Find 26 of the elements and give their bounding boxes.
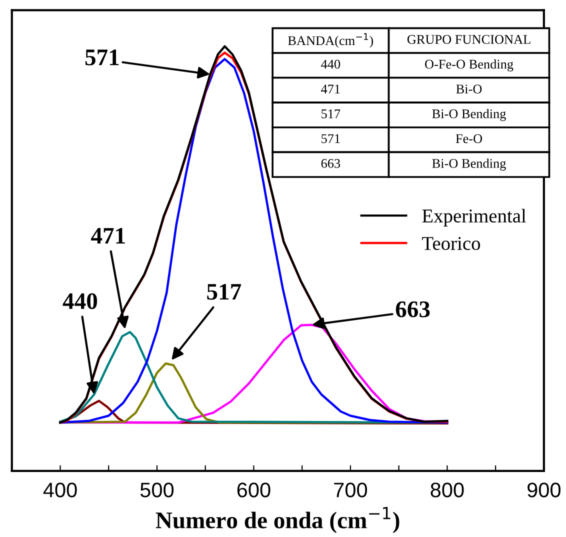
annotation: 517: [207, 284, 242, 300]
annotation: Bi-O: [456, 84, 482, 94]
annotation: Bi-O Bending: [432, 108, 506, 121]
x-tick-label: 900: [528, 482, 560, 498]
annotation: 440: [62, 293, 98, 310]
annotation: 571: [85, 50, 119, 66]
annotation: 471: [321, 84, 340, 94]
legend-label: Experimental: [422, 208, 526, 226]
annotation: Bi-O Bending: [432, 158, 506, 171]
x-tick-label: 400: [43, 482, 77, 498]
x-tick-label: 700: [334, 482, 368, 498]
legend-label: Teorico: [422, 236, 480, 250]
annotation: O-Fe-O Bending: [425, 59, 514, 72]
annotation: 440: [321, 60, 340, 69]
x-tick-label: 500: [140, 482, 174, 498]
x-tick-label: 600: [237, 482, 270, 498]
x-axis-title: Numero de onda (cm$^{−1}$): [156, 507, 400, 534]
annotation: 663: [321, 159, 340, 168]
annotation: 517: [322, 109, 340, 118]
annotation: 571: [322, 134, 340, 144]
annotation: Fe-O: [456, 134, 482, 144]
annotation: 663: [396, 301, 430, 318]
x-tick-label: 800: [430, 482, 464, 498]
annotation: BANDA(cm$^{−1}$): [288, 33, 374, 48]
annotation: 471: [91, 228, 125, 244]
text: GRUPO FUNCIONAL: [407, 35, 530, 44]
